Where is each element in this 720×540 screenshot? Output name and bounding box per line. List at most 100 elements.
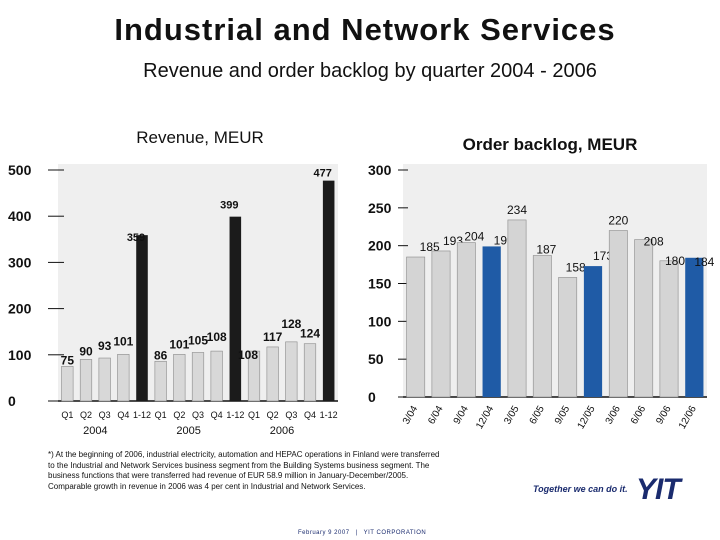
- backlog-x-tick-label: 3/05: [502, 404, 521, 427]
- backlog-plot-area: [403, 164, 707, 397]
- backlog-x-tick-label: 9/06: [654, 404, 673, 427]
- revenue-year-label: 2005: [176, 425, 200, 437]
- revenue-year-label: 2006: [270, 425, 294, 437]
- revenue-data-label: 108: [207, 330, 227, 344]
- brand-tagline: Together we can do it.: [533, 484, 628, 494]
- revenue-x-tick-label: Q3: [285, 410, 297, 420]
- revenue-bar: [98, 357, 111, 402]
- backlog-data-label: 158: [566, 260, 586, 274]
- backlog-bar: [532, 255, 552, 398]
- backlog-y-tick-label: 50: [368, 351, 384, 367]
- revenue-bar: [266, 346, 279, 402]
- revenue-x-tick-label: Q3: [192, 410, 204, 420]
- backlog-data-label: 185: [420, 240, 440, 254]
- page-title: Industrial and Network Services: [114, 12, 616, 47]
- revenue-y-tick-label: 200: [8, 301, 32, 317]
- revenue-x-tick-label: Q2: [173, 410, 185, 420]
- backlog-y-tick-label: 0: [368, 389, 376, 405]
- revenue-bar: [229, 216, 242, 401]
- revenue-bar: [61, 366, 74, 402]
- backlog-data-label: 173: [593, 249, 613, 263]
- revenue-data-label: 359: [127, 232, 145, 244]
- backlog-bar: [583, 266, 603, 397]
- footer-separator: |: [355, 530, 358, 536]
- backlog-bar: [406, 256, 426, 398]
- revenue-data-label: 124: [300, 327, 320, 341]
- yit-logo: YIT: [636, 473, 681, 506]
- backlog-x-tick-label: 12/05: [576, 404, 598, 432]
- revenue-x-tick-label: Q1: [61, 410, 73, 420]
- backlog-bar: [456, 242, 476, 398]
- revenue-x-tick-label: Q3: [99, 410, 111, 420]
- revenue-bar: [173, 354, 186, 402]
- backlog-x-tick-label: 9/05: [553, 404, 572, 427]
- backlog-x-tick-label: 3/04: [401, 404, 420, 427]
- revenue-data-label: 75: [61, 353, 75, 367]
- revenue-year-label: 2004: [83, 425, 107, 437]
- backlog-y-tick-label: 250: [368, 200, 392, 216]
- backlog-x-tick-label: 6/05: [528, 404, 547, 427]
- revenue-data-label: 108: [238, 348, 258, 362]
- revenue-x-tick-label: Q1: [155, 410, 167, 420]
- backlog-data-label: 180: [665, 254, 685, 268]
- revenue-data-label: 90: [79, 344, 93, 358]
- revenue-x-tick-label: Q4: [117, 410, 129, 420]
- backlog-bar: [634, 239, 654, 398]
- revenue-x-tick-label: Q1: [248, 410, 260, 420]
- backlog-x-tick-label: 6/04: [426, 404, 445, 427]
- footnote: *) At the beginning of 2006, industrial …: [48, 450, 440, 491]
- backlog-data-label: 184: [694, 255, 714, 269]
- revenue-y-tick-label: 500: [8, 162, 32, 178]
- backlog-bar: [482, 246, 501, 397]
- revenue-data-label: 93: [98, 339, 112, 353]
- revenue-y-tick-label: 0: [8, 393, 16, 409]
- backlog-y-tick-label: 300: [368, 162, 392, 178]
- backlog-y-tick-label: 150: [368, 276, 392, 292]
- backlog-data-label: 187: [536, 243, 556, 257]
- backlog-y-tick-label: 100: [368, 313, 392, 329]
- revenue-x-tick-label: Q4: [304, 410, 316, 420]
- revenue-x-tick-label: Q4: [211, 410, 223, 420]
- backlog-x-tick-label: 12/04: [474, 404, 496, 432]
- revenue-data-label: 86: [154, 348, 168, 362]
- backlog-x-tick-label: 12/06: [677, 404, 699, 432]
- revenue-bar: [136, 235, 148, 401]
- revenue-x-tick-label: 1-12: [133, 410, 151, 420]
- revenue-bar: [117, 354, 130, 402]
- revenue-data-label: 101: [113, 334, 133, 348]
- revenue-bar: [303, 343, 317, 402]
- revenue-bar: [210, 350, 223, 402]
- backlog-bar: [507, 219, 527, 398]
- backlog-bar: [659, 260, 679, 398]
- revenue-chart-title: Revenue, MEUR: [136, 128, 264, 147]
- backlog-data-label: 204: [464, 230, 484, 244]
- footer-company: YIT CORPORATION: [363, 530, 427, 536]
- revenue-bar: [79, 359, 93, 402]
- revenue-y-tick-label: 100: [8, 347, 32, 363]
- revenue-bar: [285, 341, 298, 402]
- revenue-data-label: 477: [313, 168, 331, 180]
- revenue-x-tick-label: 1-12: [320, 410, 338, 420]
- backlog-x-tick-label: 9/04: [452, 404, 471, 427]
- backlog-chart-title: Order backlog, MEUR: [463, 135, 638, 154]
- page-subtitle: Revenue and order backlog by quarter 200…: [143, 60, 597, 82]
- revenue-bar: [154, 360, 167, 402]
- backlog-y-tick-label: 200: [368, 238, 392, 254]
- revenue-data-label: 117: [263, 330, 283, 344]
- revenue-data-label: 105: [188, 333, 208, 347]
- revenue-data-label: 128: [281, 317, 301, 331]
- backlog-bar: [685, 257, 704, 397]
- revenue-bar: [191, 352, 205, 402]
- backlog-data-label: 234: [507, 203, 527, 217]
- backlog-bar: [558, 277, 578, 398]
- backlog-data-label: 220: [608, 214, 628, 228]
- backlog-bar: [608, 230, 628, 398]
- revenue-x-tick-label: Q2: [80, 410, 92, 420]
- backlog-x-tick-label: 3/06: [604, 404, 623, 427]
- revenue-x-tick-label: 1-12: [226, 410, 244, 420]
- footer-date: February 9 2007: [298, 530, 350, 536]
- revenue-y-tick-label: 300: [8, 254, 32, 270]
- backlog-data-label: 208: [644, 235, 664, 249]
- backlog-bar: [431, 250, 451, 398]
